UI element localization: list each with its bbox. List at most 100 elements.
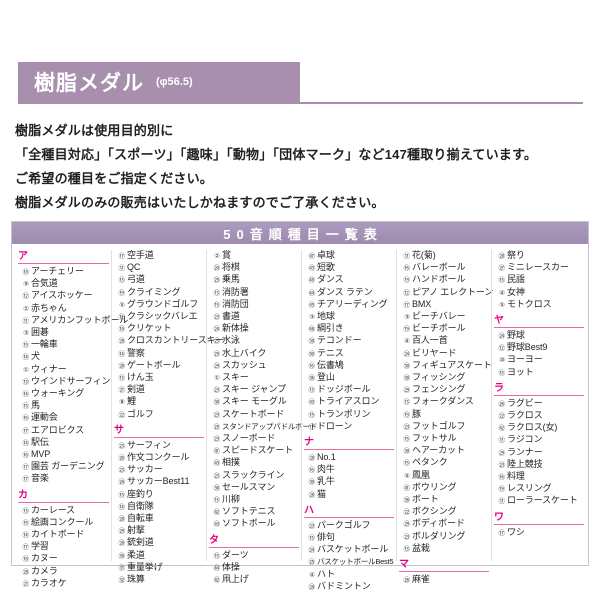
category-list-item[interactable]: ⑱ アーチェリー xyxy=(18,266,109,278)
category-list-item[interactable]: ⑨ 合気道 xyxy=(18,278,109,290)
category-list-item[interactable]: ④ 百人一首 xyxy=(399,335,489,347)
category-list-item[interactable]: ④ 女神 xyxy=(494,287,584,299)
category-list-item[interactable]: ③ ビーチバレー xyxy=(399,311,489,323)
category-list-item[interactable]: ⑫ 野球Best9 xyxy=(494,342,584,354)
category-list-item[interactable]: ⑯ 運動会 xyxy=(18,412,109,424)
category-list-item[interactable]: ⑲ ハンドボール xyxy=(399,274,489,286)
category-list-item[interactable]: ⑬ ドッジボール xyxy=(304,384,394,396)
category-list-item[interactable]: ⑫ クラシックバレエ xyxy=(114,311,204,323)
category-list-item[interactable]: ⑮ 絵画コンクール xyxy=(18,517,109,529)
category-list-item[interactable]: ⑯ MVP xyxy=(18,449,109,461)
category-list-item[interactable]: ⑯ 伝書鳩 xyxy=(304,360,394,372)
category-list-item[interactable]: ⑮ 座釣り xyxy=(114,489,204,501)
category-list-item[interactable]: ⑤ 鳳凰 xyxy=(399,470,489,482)
category-list-item[interactable]: ⑤ モトクロス xyxy=(494,299,584,311)
category-list-item[interactable]: ⑪ ローラースケート xyxy=(494,495,584,507)
category-list-item[interactable]: ⑰ 空手道 xyxy=(114,250,204,262)
category-list-item[interactable]: ⑯ バレーボール xyxy=(399,262,489,274)
category-list-item[interactable]: ⑮ ダーツ xyxy=(209,550,299,562)
category-list-item[interactable]: ⑬ ウインドサーフィン xyxy=(18,376,111,388)
category-list-item[interactable]: ⑬ フォークダンス xyxy=(399,396,489,408)
category-list-item[interactable]: ⑭ 駅伝 xyxy=(18,437,109,449)
category-list-item[interactable]: ④ ハト xyxy=(304,569,394,581)
category-list-item[interactable]: ⑱ クリケット xyxy=(114,323,204,335)
category-list-item[interactable]: ② 赤ちゃん xyxy=(18,303,109,315)
category-list-item[interactable]: ① ウィナー xyxy=(18,364,109,376)
category-list-item[interactable]: ⑳ ゲートボール xyxy=(114,360,204,372)
category-list-item[interactable]: ⑲ ビーチボール xyxy=(399,323,489,335)
category-list-item[interactable]: ⑭ ウォーキング xyxy=(18,388,109,400)
category-list-item[interactable]: ⑮ 民謡 xyxy=(494,274,584,286)
category-list-item[interactable]: ⑮ 川柳 xyxy=(209,494,299,506)
category-list-item[interactable]: ⑮ ペタンク xyxy=(399,457,489,469)
category-list-item[interactable]: ⑯ 肉牛 xyxy=(304,464,394,476)
category-list-item[interactable]: ③ 地球 xyxy=(304,311,394,323)
category-list-item[interactable]: ⑫ ピアノ エレクトーン xyxy=(399,287,494,299)
category-list-item[interactable]: ⑮ 一輪車 xyxy=(18,339,109,351)
category-list-item[interactable]: ㉘ No.1 xyxy=(304,452,394,464)
category-list-item[interactable]: ⑳ カメラ xyxy=(18,566,109,578)
category-list-item[interactable]: ① スキー xyxy=(209,372,299,384)
category-list-item[interactable]: ⑯ 料理 xyxy=(494,471,584,483)
category-list-item[interactable]: ⑬ 盆栽 xyxy=(399,543,489,555)
category-list-item[interactable]: ⑰ エアロビクス xyxy=(18,425,109,437)
category-list-item[interactable]: ⑰ 学習 xyxy=(18,541,109,553)
category-list-item[interactable]: ⑪ ラジコン xyxy=(494,434,584,446)
category-list-item[interactable]: ⑫ アイスホッケー xyxy=(18,290,109,302)
category-list-item[interactable]: ⑬ 消防署 xyxy=(209,287,299,299)
category-list-item[interactable]: ⑭ 警察 xyxy=(114,348,204,360)
category-list-item[interactable]: ⑭ カイトボード xyxy=(18,529,109,541)
category-list-item[interactable]: ⑲ レスリング xyxy=(494,483,584,495)
category-list-item[interactable]: ⑭ 自衛隊 xyxy=(114,501,204,513)
category-list-item[interactable]: ⑪ 花(菊) xyxy=(399,250,489,262)
category-list-item[interactable]: ⑤ グラウンドゴルフ xyxy=(114,299,204,311)
category-list-item[interactable]: ⑰ ワシ xyxy=(494,527,584,539)
